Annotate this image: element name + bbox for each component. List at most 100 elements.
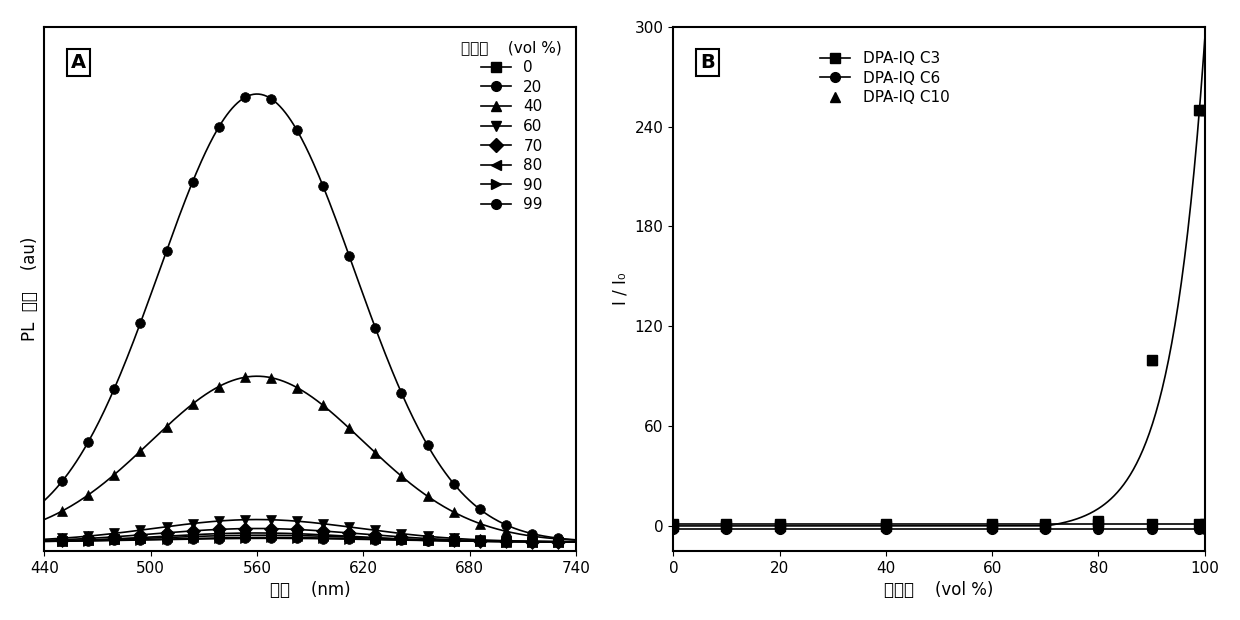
40 <box>372 453 387 461</box>
20 <box>247 91 262 98</box>
90 <box>424 537 439 544</box>
DPA-IQ C10 <box>719 522 734 529</box>
60 <box>250 516 265 523</box>
20 <box>250 91 265 98</box>
DPA-IQ C3 <box>1198 521 1213 528</box>
DPA-IQ C10 <box>666 522 681 529</box>
60 <box>422 533 436 540</box>
99 <box>210 535 224 542</box>
0 <box>210 530 224 538</box>
99 <box>247 534 262 542</box>
DPA-IQ C3 <box>666 521 681 528</box>
DPA-IQ C10 <box>1145 356 1159 363</box>
DPA-IQ C3 <box>985 521 999 528</box>
DPA-IQ C3 <box>878 521 893 528</box>
80 <box>37 538 52 545</box>
70 <box>424 535 439 542</box>
99 <box>37 538 52 545</box>
40 <box>210 384 224 391</box>
Text: A: A <box>71 53 86 72</box>
0 <box>422 536 436 544</box>
DPA-IQ C6 <box>985 526 999 533</box>
90 <box>37 538 52 545</box>
DPA-IQ C6 <box>1145 526 1159 533</box>
90 <box>258 534 273 541</box>
Line: DPA-IQ C10: DPA-IQ C10 <box>668 105 1209 531</box>
DPA-IQ C3 <box>1145 521 1159 528</box>
X-axis label: 含水量    (vol %): 含水量 (vol %) <box>884 581 993 599</box>
0 <box>568 538 583 546</box>
99 <box>100 537 115 544</box>
Legend: DPA-IQ C3, DPA-IQ C6, DPA-IQ C10: DPA-IQ C3, DPA-IQ C6, DPA-IQ C10 <box>813 45 956 112</box>
Line: 40: 40 <box>45 376 575 540</box>
DPA-IQ C3 <box>773 521 787 528</box>
70 <box>247 525 262 532</box>
DPA-IQ C6 <box>1038 526 1053 533</box>
DPA-IQ C6 <box>719 526 734 533</box>
99 <box>424 537 439 544</box>
20 <box>424 449 439 456</box>
99 <box>262 534 277 542</box>
0 <box>247 529 262 537</box>
DPA-IQ C10 <box>1198 106 1213 113</box>
70 <box>422 535 436 542</box>
80 <box>210 532 224 539</box>
DPA-IQ C6 <box>1198 526 1213 533</box>
60 <box>568 538 583 546</box>
90 <box>210 534 224 542</box>
0 <box>250 529 265 537</box>
DPA-IQ C10 <box>773 522 787 529</box>
Line: 60: 60 <box>45 520 575 542</box>
70 <box>210 526 224 533</box>
80 <box>422 536 436 544</box>
80 <box>247 531 262 539</box>
70 <box>568 538 583 546</box>
70 <box>372 532 387 539</box>
DPA-IQ C10 <box>1091 517 1106 525</box>
80 <box>424 536 439 544</box>
Line: 99: 99 <box>45 538 575 542</box>
80 <box>372 534 387 542</box>
20 <box>422 445 436 452</box>
0 <box>37 538 52 545</box>
80 <box>255 531 270 539</box>
Line: 70: 70 <box>45 528 575 542</box>
80 <box>568 538 583 546</box>
80 <box>100 536 115 543</box>
60 <box>37 536 52 543</box>
Line: DPA-IQ C6: DPA-IQ C6 <box>668 525 1209 534</box>
DPA-IQ C6 <box>878 526 893 533</box>
20 <box>37 497 52 504</box>
40 <box>100 476 115 484</box>
DPA-IQ C3 <box>1038 521 1053 528</box>
DPA-IQ C10 <box>985 522 999 529</box>
40 <box>422 494 436 501</box>
Line: 0: 0 <box>45 533 575 542</box>
90 <box>247 534 262 541</box>
0 <box>100 536 115 543</box>
Y-axis label: I / I₀: I / I₀ <box>611 273 629 305</box>
40 <box>37 516 52 523</box>
90 <box>422 537 436 544</box>
90 <box>100 536 115 544</box>
DPA-IQ C6 <box>773 526 787 533</box>
99 <box>568 538 583 546</box>
Y-axis label: PL  强度    (au): PL 强度 (au) <box>21 237 38 341</box>
Legend: 0, 20, 40, 60, 70, 80, 90, 99: 0, 20, 40, 60, 70, 80, 90, 99 <box>455 35 568 218</box>
40 <box>250 373 265 380</box>
60 <box>424 533 439 541</box>
90 <box>568 538 583 546</box>
20 <box>568 536 583 544</box>
DPA-IQ C6 <box>1091 526 1106 533</box>
70 <box>100 533 115 541</box>
0 <box>424 536 439 544</box>
DPA-IQ C3 <box>719 521 734 528</box>
DPA-IQ C6 <box>1192 526 1207 533</box>
60 <box>210 518 224 525</box>
60 <box>372 527 387 534</box>
70 <box>250 525 265 532</box>
DPA-IQ C6 <box>666 526 681 533</box>
40 <box>568 536 583 544</box>
Line: 20: 20 <box>45 94 575 540</box>
40 <box>424 495 439 503</box>
